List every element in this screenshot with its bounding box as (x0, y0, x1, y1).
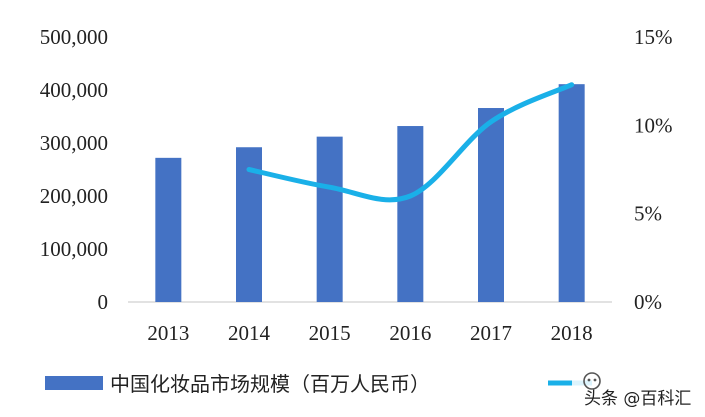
growth-line (246, 82, 575, 203)
bar-2013 (155, 157, 182, 302)
watermark-logo-icon (583, 372, 601, 390)
watermark: 头条 @百科汇 (572, 370, 702, 410)
bar-2017 (478, 108, 504, 303)
bar-2018 (558, 84, 585, 302)
legend-swatch-bar (45, 376, 103, 390)
y-left-tick-label: 0 (98, 290, 109, 314)
x-tick-label: 2013 (147, 321, 189, 345)
bar-2016 (397, 126, 424, 302)
right-axis-ticks: 0% 5% 10% 15% (634, 25, 673, 314)
y-right-tick-label: 0% (634, 290, 662, 314)
x-tick-label: 2016 (389, 321, 431, 345)
y-left-tick-label: 100,000 (40, 237, 108, 261)
y-right-tick-label: 10% (634, 113, 673, 137)
legend: 中国化妆品市场规模（百万人民币） (45, 372, 592, 396)
y-right-tick-label: 5% (634, 202, 662, 226)
y-right-tick-label: 15% (634, 25, 673, 49)
left-axis-ticks: 0 100,000 200,000 300,000 400,000 500,000 (40, 25, 108, 314)
x-tick-label: 2015 (309, 321, 351, 345)
watermark-text: 头条 @百科汇 (584, 389, 691, 409)
y-left-tick-label: 500,000 (40, 25, 108, 49)
bar-2015 (316, 136, 343, 302)
x-tick-label: 2017 (470, 321, 512, 345)
bar-series (155, 84, 585, 303)
y-left-tick-label: 200,000 (40, 184, 108, 208)
y-left-tick-label: 300,000 (40, 131, 108, 155)
x-tick-label: 2018 (551, 321, 593, 345)
y-left-tick-label: 400,000 (40, 78, 108, 102)
x-axis-ticks: 2013 2014 2015 2016 2017 2018 (147, 321, 592, 345)
legend-label-bar: 中国化妆品市场规模（百万人民币） (110, 372, 430, 396)
x-tick-label: 2014 (228, 321, 271, 345)
